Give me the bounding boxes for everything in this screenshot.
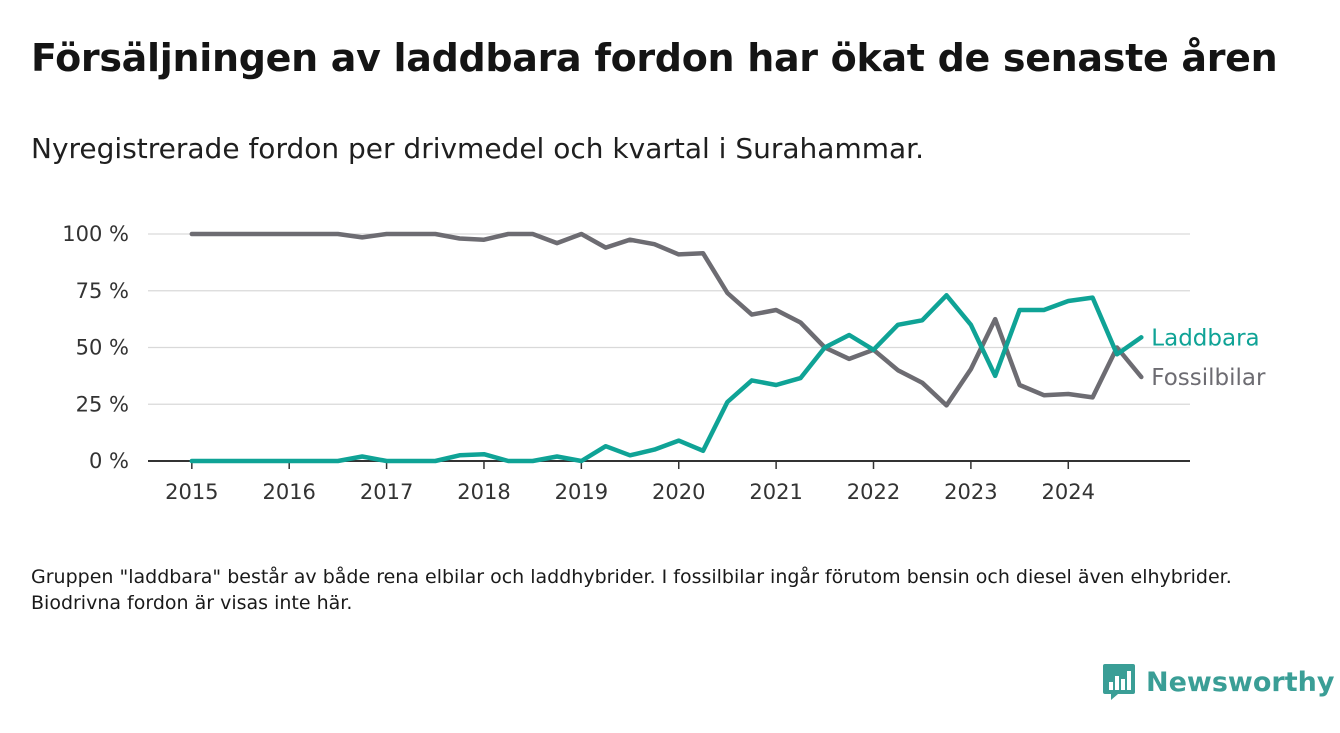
x-tick-label: 2017: [360, 480, 413, 504]
brand-logo: Newsworthy: [1102, 662, 1334, 702]
x-tick-label: 2019: [555, 480, 608, 504]
x-tick-label: 2023: [944, 480, 997, 504]
series-lines: [189, 231, 1144, 464]
x-axis-ticks: 2015 2016 2017 2018 2019 2020 2021 2022 2023 2024: [165, 461, 1095, 504]
series-label-fossilbilar: Fossilbilar: [1151, 365, 1266, 391]
x-tick-label: 2016: [262, 480, 315, 504]
series-line-fossilbilar: [189, 231, 1144, 408]
footnote: Gruppen "laddbara" består av både rena e…: [31, 566, 1232, 614]
x-tick-label: 2024: [1042, 480, 1095, 504]
y-tick-label: 100 %: [62, 222, 129, 246]
x-tick-label: 2018: [457, 480, 510, 504]
brand-name: Newsworthy: [1146, 666, 1335, 698]
y-tick-label: 0 %: [89, 449, 129, 473]
x-tick-label: 2021: [749, 480, 802, 504]
y-axis-ticks: 0 % 25 % 50 % 75 % 100 %: [62, 222, 129, 473]
series-line-laddbara: [189, 293, 1144, 464]
x-tick-label: 2022: [847, 480, 900, 504]
series-labels: Laddbara Fossilbilar: [1151, 325, 1266, 391]
y-tick-label: 50 %: [76, 336, 129, 360]
y-tick-label: 25 %: [76, 392, 129, 416]
chart-subtitle: Nyregistrerade fordon per drivmedel och …: [31, 132, 925, 165]
bar-chart-bubble-icon: [1103, 664, 1135, 700]
series-label-laddbara: Laddbara: [1151, 325, 1259, 351]
x-tick-label: 2015: [165, 480, 218, 504]
gridlines: [148, 233, 1190, 462]
y-tick-label: 75 %: [76, 279, 129, 303]
chart-title: Försäljningen av laddbara fordon har öka…: [31, 36, 1278, 80]
x-tick-label: 2020: [652, 480, 705, 504]
